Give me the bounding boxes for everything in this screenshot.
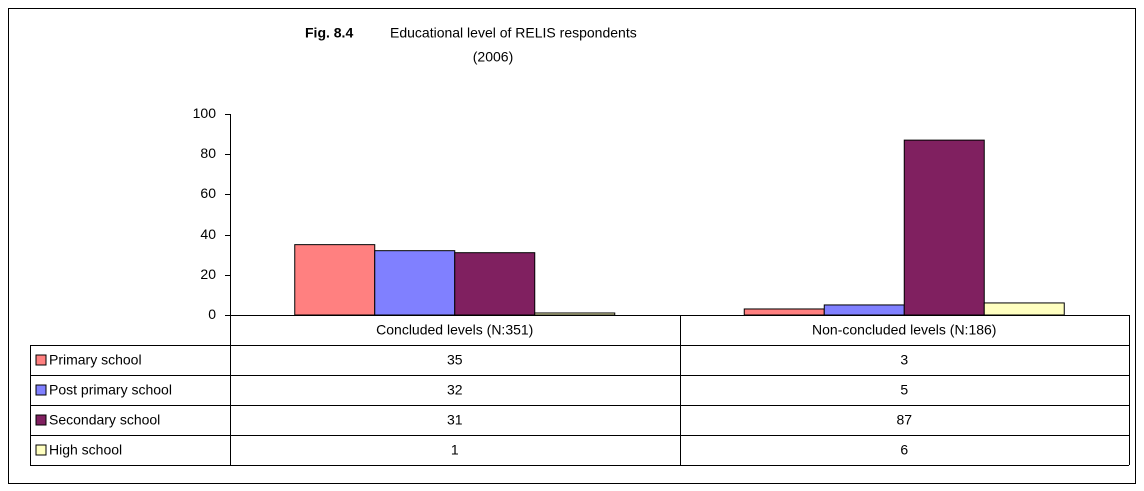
chart-title-bold: Fig. 8.4	[305, 25, 353, 41]
table-value: 5	[900, 382, 908, 398]
y-tick-label: 0	[208, 306, 216, 322]
legend-swatch	[35, 444, 47, 456]
table-value: 31	[447, 412, 463, 428]
bar	[903, 139, 985, 316]
bar	[823, 304, 905, 316]
legend-swatch	[35, 384, 47, 396]
table-value: 6	[900, 442, 908, 458]
y-tick-label: 80	[200, 145, 216, 161]
legend-label: High school	[49, 442, 122, 458]
y-tick-label: 100	[193, 105, 217, 121]
y-tick-label: 40	[200, 226, 216, 242]
legend-label: Secondary school	[49, 412, 160, 428]
table-value: 1	[451, 442, 459, 458]
legend-label: Post primary school	[49, 382, 172, 398]
x-tick-label: Non-concluded levels (N:186)	[812, 322, 996, 338]
bar	[534, 312, 616, 316]
table-value: 32	[447, 382, 463, 398]
table-value: 87	[896, 412, 912, 428]
bar	[743, 308, 825, 316]
chart-subtitle: (2006)	[473, 49, 513, 65]
table-value: 3	[900, 352, 908, 368]
y-tick-label: 20	[200, 266, 216, 282]
legend-swatch	[35, 354, 47, 366]
legend-label: Primary school	[49, 352, 142, 368]
bar	[454, 252, 536, 316]
x-tick-label: Concluded levels (N:351)	[376, 322, 533, 338]
y-tick-label: 60	[200, 185, 216, 201]
bar	[374, 250, 456, 316]
chart-title: Educational level of RELIS respondents	[390, 25, 637, 41]
table-value: 35	[447, 352, 463, 368]
bar	[983, 302, 1065, 316]
legend-swatch	[35, 414, 47, 426]
bar	[294, 244, 376, 316]
